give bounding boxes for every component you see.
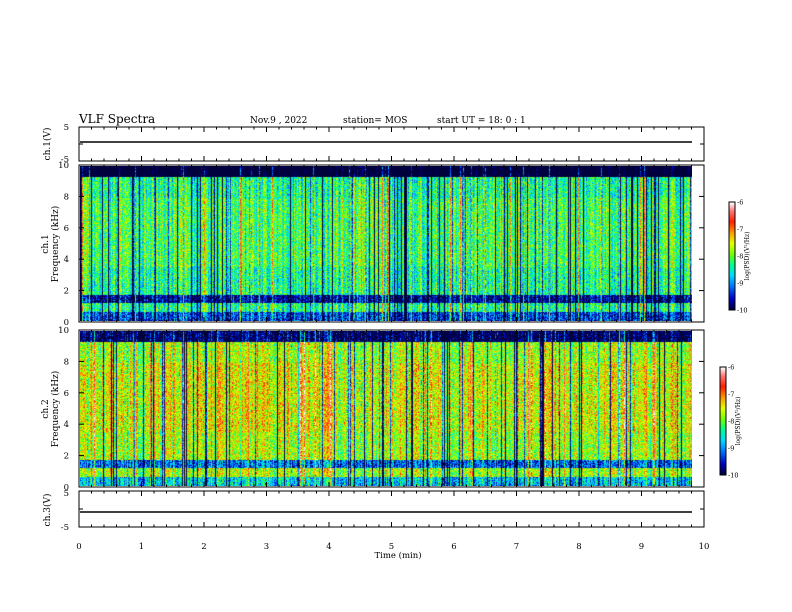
frequency-tick-label: 4 <box>64 255 69 265</box>
colorbar-tick-label: -10 <box>737 307 747 315</box>
x-axis-label: Time (min) <box>374 550 421 561</box>
ch1-colorbar-frame <box>728 201 736 311</box>
frequency-tick-label: 6 <box>64 224 69 234</box>
x-tick-label: 0 <box>76 542 81 552</box>
x-tick-label: 9 <box>639 542 644 552</box>
ch2-colorbar-label: log(PSD)(V²/Hz) <box>735 397 742 446</box>
colorbar-tick-label: -9 <box>728 445 734 453</box>
ch1-waveform-ylabel: ch.1(V) <box>42 128 53 161</box>
frequency-tick-label: 2 <box>64 452 69 462</box>
ch1-wave-ytick: -5 <box>61 155 69 165</box>
ch1-spectrogram <box>80 166 692 321</box>
ch2-spectrogram <box>80 331 692 486</box>
ch1-colorbar <box>729 202 735 310</box>
frequency-tick-label: 8 <box>64 192 69 202</box>
frequency-tick-label: 6 <box>64 389 69 399</box>
colorbar-tick-label: -8 <box>737 253 743 261</box>
ch2-spectrogram-ylabel-line2: Frequency (kHz) <box>50 371 61 448</box>
frequency-tick-label: 0 <box>64 483 69 493</box>
frequency-tick-label: 10 <box>58 161 69 171</box>
colorbar-tick-label: -7 <box>737 226 743 234</box>
frequency-tick-label: 4 <box>64 420 69 430</box>
ch1-spectrogram-ylabel-line2: Frequency (kHz) <box>50 206 61 283</box>
colorbar-tick-label: -8 <box>728 418 734 426</box>
frequency-tick-label: 8 <box>64 357 69 367</box>
x-tick-label: 3 <box>264 542 269 552</box>
ch3-wave-ytick: 5 <box>64 489 69 499</box>
ch1-wave-ytick: 5 <box>64 123 69 133</box>
x-tick-label: 5 <box>389 542 394 552</box>
ch1-spectrogram-ylabel-line1: ch.1 <box>41 234 51 253</box>
frequency-tick-label: 0 <box>64 318 69 328</box>
x-tick-label: 6 <box>451 542 456 552</box>
x-tick-label: 1 <box>139 542 144 552</box>
x-tick-label: 10 <box>699 542 710 552</box>
figure-title: VLF Spectra <box>78 112 155 126</box>
station-label: station= MOS <box>343 116 407 126</box>
colorbar-tick-label: -7 <box>728 391 734 399</box>
ch2-spectrogram-ylabel-line1: ch.2 <box>41 399 51 418</box>
frequency-tick-label: 10 <box>58 326 69 336</box>
colorbar-tick-label: -9 <box>737 280 743 288</box>
ch2-colorbar-frame <box>719 366 727 476</box>
colorbar-tick-label: -6 <box>728 364 734 372</box>
ch3-waveform-ylabel: ch.3(V) <box>42 494 53 527</box>
ch2-colorbar <box>720 367 726 475</box>
start-time-label: start UT = 18: 0 : 1 <box>437 116 526 126</box>
x-tick-label: 4 <box>326 542 331 552</box>
colorbar-tick-label: -6 <box>737 199 743 207</box>
ch3-waveform-panel <box>78 490 705 528</box>
colorbar-tick-label: -10 <box>728 472 738 480</box>
ch1-waveform-panel <box>78 126 705 162</box>
frequency-tick-label: 2 <box>64 287 69 297</box>
x-tick-label: 8 <box>576 542 581 552</box>
x-tick-label: 7 <box>514 542 519 552</box>
x-tick-label: 2 <box>201 542 206 552</box>
ch3-wave-ytick: -5 <box>61 523 69 533</box>
date-label: Nov.9 , 2022 <box>250 116 307 126</box>
ch1-colorbar-label: log(PSD)(V²/Hz) <box>744 232 751 281</box>
